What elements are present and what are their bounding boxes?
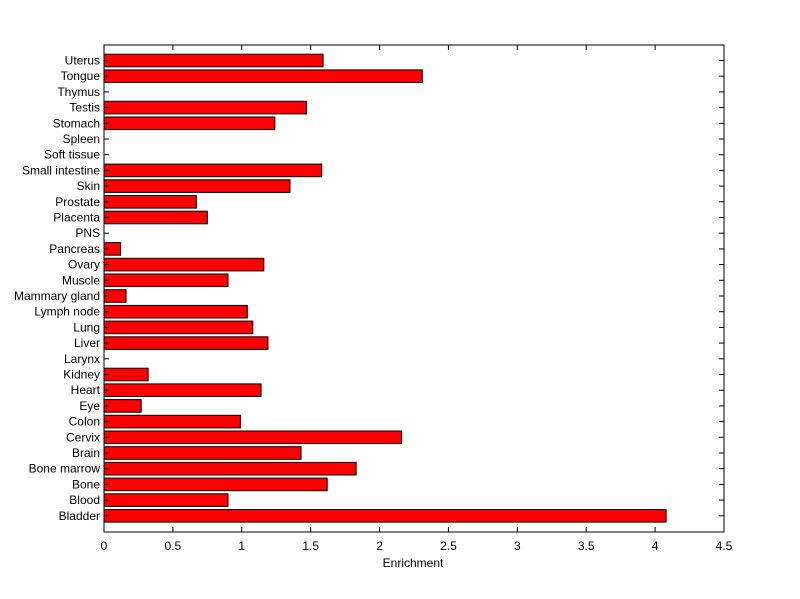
bar-lung xyxy=(103,320,254,335)
y-tick-label: Brain xyxy=(72,446,100,460)
x-axis-ticks: 0 0.5 1 1.5 2 2.5 3 3.5 4 4.5 xyxy=(101,45,733,553)
y-tick-label: Small intestine xyxy=(22,163,100,177)
y-tick-label: Thymus xyxy=(57,85,100,99)
bar-colon xyxy=(103,414,241,429)
y-tick-label: Stomach xyxy=(53,116,100,130)
x-tick-label: 4 xyxy=(652,539,659,553)
bar-lymph-node xyxy=(103,304,248,319)
bar-testis xyxy=(103,100,308,115)
bar-bladder xyxy=(103,509,667,523)
bar-blood xyxy=(103,493,229,507)
y-tick-label: Bone xyxy=(72,477,100,491)
y-tick-label: Colon xyxy=(69,415,100,429)
y-tick-label: Blood xyxy=(69,493,100,507)
plot-frame xyxy=(103,44,725,533)
x-tick-label: 2 xyxy=(376,539,383,553)
y-tick-label: Lung xyxy=(73,320,100,334)
x-axis-label: Enrichment xyxy=(383,556,444,570)
y-tick-label: Larynx xyxy=(64,352,100,366)
y-tick-label: Soft tissue xyxy=(44,148,100,162)
x-tick-label: 1.5 xyxy=(302,539,319,553)
bar-bone-marrow xyxy=(103,461,357,476)
y-tick-label: Ovary xyxy=(68,258,100,272)
x-tick-label: 2.5 xyxy=(440,539,457,553)
y-tick-label: Muscle xyxy=(62,273,100,287)
y-tick-label: Testis xyxy=(69,101,100,115)
x-tick-label: 0.5 xyxy=(165,539,182,553)
x-tick-label: 4.5 xyxy=(716,539,733,553)
x-tick-label: 3.5 xyxy=(578,539,595,553)
y-tick-label: Lymph node xyxy=(34,305,100,319)
y-tick-label: Cervix xyxy=(66,430,100,444)
y-tick-label: Prostate xyxy=(55,195,100,209)
bar-small-intestine xyxy=(103,163,323,178)
bar-tongue xyxy=(103,69,423,84)
bar-cervix xyxy=(103,430,403,445)
y-tick-label: Pancreas xyxy=(49,242,100,256)
x-tick-label: 0 xyxy=(101,539,108,553)
y-tick-label: PNS xyxy=(75,226,100,240)
bar-placenta xyxy=(103,210,208,225)
y-tick-label: Eye xyxy=(79,399,100,413)
bar-brain xyxy=(103,446,302,460)
x-tick-label: 3 xyxy=(514,539,521,553)
y-tick-label: Placenta xyxy=(53,211,100,225)
bar-stomach xyxy=(103,116,276,131)
y-tick-label: Spleen xyxy=(63,132,100,146)
x-tick-label: 1 xyxy=(238,539,245,553)
bar-heart xyxy=(103,383,262,397)
y-tick-label: Bladder xyxy=(59,509,100,523)
bar-uterus xyxy=(103,53,324,68)
bar-prostate xyxy=(103,195,197,209)
y-tick-label: Bone marrow xyxy=(29,462,101,476)
y-tick-label: Tongue xyxy=(61,69,101,83)
y-tick-label: Liver xyxy=(74,336,100,350)
bar-ovary xyxy=(103,257,265,272)
bar-kidney xyxy=(103,367,149,382)
bar-eye xyxy=(103,399,142,413)
bar-muscle xyxy=(103,273,229,288)
bar-liver xyxy=(103,336,269,350)
y-tick-label: Mammary gland xyxy=(14,289,100,303)
bar-bone xyxy=(103,477,328,492)
y-tick-label: Skin xyxy=(77,179,100,193)
bar-skin xyxy=(103,179,291,193)
y-tick-label: Heart xyxy=(71,383,101,397)
y-tick-label: Kidney xyxy=(63,368,100,382)
y-tick-label: Uterus xyxy=(65,54,100,68)
